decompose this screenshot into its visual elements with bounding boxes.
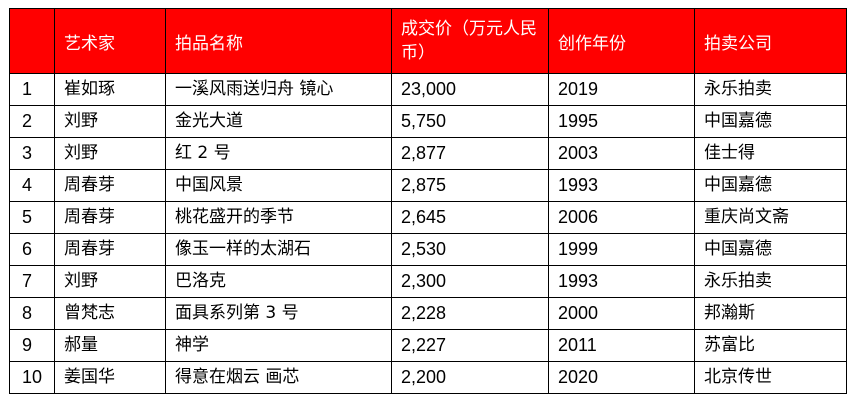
table-row: 5 周春芽 桃花盛开的季节 2,645 2006 重庆尚文斋 — [9, 201, 847, 234]
cell-lot-name: 一溪风雨送归舟 镜心 — [165, 73, 392, 106]
cell-year: 1993 — [548, 265, 695, 298]
cell-auction-house: 永乐拍卖 — [694, 265, 847, 298]
table-row: 6 周春芽 像玉一样的太湖石 2,530 1999 中国嘉德 — [9, 233, 847, 266]
cell-auction-house: 邦瀚斯 — [694, 297, 847, 330]
cell-lot-name: 金光大道 — [165, 105, 392, 138]
cell-auction-house: 中国嘉德 — [694, 169, 847, 202]
cell-price: 2,227 — [391, 329, 549, 362]
cell-price: 2,200 — [391, 361, 549, 394]
cell-price: 5,750 — [391, 105, 549, 138]
cell-auction-house: 中国嘉德 — [694, 105, 847, 138]
cell-rank: 5 — [9, 201, 55, 234]
cell-artist: 周春芽 — [54, 169, 166, 202]
cell-artist: 周春芽 — [54, 233, 166, 266]
header-price: 成交价（万元人民币） — [391, 8, 549, 74]
table-row: 3 刘野红 2 号 2,877 2003 佳士得 — [9, 137, 847, 170]
cell-rank: 4 — [9, 169, 55, 202]
cell-rank: 7 — [9, 265, 55, 298]
table-body: 1 崔如琢 一溪风雨送归舟 镜心 23,000 2019 永乐拍卖 2 刘野 金光大道 5,750… — [9, 73, 847, 394]
cell-lot-name: 桃花盛开的季节 — [165, 201, 392, 234]
header-auction-house: 拍卖公司 — [694, 8, 847, 74]
cell-lot-name: 得意在烟云 画芯 — [165, 361, 392, 394]
cell-price: 2,875 — [391, 169, 549, 202]
cell-artist: 刘野 — [54, 265, 166, 298]
cell-rank: 9 — [9, 329, 55, 362]
cell-rank: 6 — [9, 233, 55, 266]
cell-rank: 8 — [9, 297, 55, 330]
cell-lot-name: 神学 — [165, 329, 392, 362]
cell-price: 23,000 — [391, 73, 549, 106]
cell-year: 2011 — [548, 329, 695, 362]
cell-year: 1993 — [548, 169, 695, 202]
cell-rank: 10 — [9, 361, 55, 394]
table-row: 10 姜国华 得意在烟云 画芯 2,200 2020 北京传世 — [9, 361, 847, 394]
cell-year: 2020 — [548, 361, 695, 394]
cell-artist: 曾梵志 — [54, 297, 166, 330]
cell-lot-name: 中国风景 — [165, 169, 392, 202]
cell-auction-house: 中国嘉德 — [694, 233, 847, 266]
cell-auction-house: 佳士得 — [694, 137, 847, 170]
cell-year: 2000 — [548, 297, 695, 330]
auction-results-table: 艺术家 拍品名称 成交价（万元人民币） 创作年份 拍卖公司 1 崔如琢 一溪风雨送归… — [9, 8, 847, 394]
table-row: 1 崔如琢 一溪风雨送归舟 镜心 23,000 2019 永乐拍卖 — [9, 73, 847, 106]
cell-price: 2,530 — [391, 233, 549, 266]
cell-year: 2006 — [548, 201, 695, 234]
cell-price: 2,228 — [391, 297, 549, 330]
cell-auction-house: 北京传世 — [694, 361, 847, 394]
cell-year: 1999 — [548, 233, 695, 266]
cell-lot-name: 红 2 号 — [165, 137, 392, 170]
table-row: 7 刘野 巴洛克 2,300 1993 永乐拍卖 — [9, 265, 847, 298]
table-header-row: 艺术家 拍品名称 成交价（万元人民币） 创作年份 拍卖公司 — [9, 8, 847, 74]
cell-price: 2,877 — [391, 137, 549, 170]
cell-artist: 姜国华 — [54, 361, 166, 394]
header-year: 创作年份 — [548, 8, 695, 74]
cell-auction-house: 苏富比 — [694, 329, 847, 362]
table-row: 9 郝量 神学 2,227 2011 苏富比 — [9, 329, 847, 362]
table-row: 4 周春芽 中国风景 2,875 1993 中国嘉德 — [9, 169, 847, 202]
cell-year: 2003 — [548, 137, 695, 170]
cell-year: 1995 — [548, 105, 695, 138]
cell-rank: 1 — [9, 73, 55, 106]
cell-artist: 刘野 — [54, 137, 166, 170]
header-lot-name: 拍品名称 — [165, 8, 392, 74]
cell-artist: 刘野 — [54, 105, 166, 138]
cell-price: 2,300 — [391, 265, 549, 298]
cell-rank: 3 — [9, 137, 55, 170]
auction-table-container: 艺术家 拍品名称 成交价（万元人民币） 创作年份 拍卖公司 1 崔如琢 一溪风雨送归… — [9, 8, 847, 394]
cell-auction-house: 重庆尚文斋 — [694, 201, 847, 234]
cell-artist: 郝量 — [54, 329, 166, 362]
header-rank — [9, 8, 55, 74]
table-row: 2 刘野 金光大道 5,750 1995 中国嘉德 — [9, 105, 847, 138]
header-artist: 艺术家 — [54, 8, 166, 74]
cell-auction-house: 永乐拍卖 — [694, 73, 847, 106]
cell-artist: 周春芽 — [54, 201, 166, 234]
cell-lot-name: 像玉一样的太湖石 — [165, 233, 392, 266]
cell-lot-name: 面具系列第 3 号 — [165, 297, 392, 330]
cell-price: 2,645 — [391, 201, 549, 234]
table-row: 8 曾梵志 面具系列第 3 号 2,228 2000 邦瀚斯 — [9, 297, 847, 330]
cell-lot-name: 巴洛克 — [165, 265, 392, 298]
cell-artist: 崔如琢 — [54, 73, 166, 106]
cell-year: 2019 — [548, 73, 695, 106]
cell-rank: 2 — [9, 105, 55, 138]
